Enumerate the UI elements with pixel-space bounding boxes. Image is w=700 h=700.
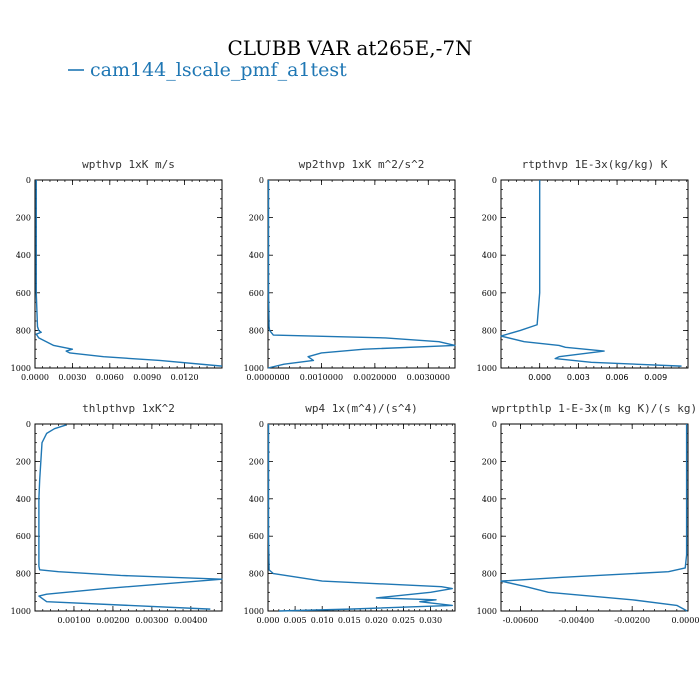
x-tick-label: 0.0060: [96, 373, 124, 382]
x-tick-label: 0.0030000: [407, 373, 450, 382]
x-tick-label: 0.0010000: [300, 373, 343, 382]
x-tick-label: 0.0030: [58, 373, 86, 382]
x-tick-label: 0.00300: [135, 616, 168, 625]
y-tick-label: 600: [16, 532, 31, 541]
y-tick-label: 1000: [244, 364, 264, 373]
y-tick-label: 200: [482, 214, 497, 223]
panel-title: rtpthvp 1E-3x(kg/kg) K: [522, 158, 668, 171]
series-line: [500, 180, 682, 367]
x-tick-label: 0.0020000: [353, 373, 396, 382]
x-tick-label: 0.025: [392, 616, 415, 625]
legend-label: cam144_lscale_pmf_a1test: [90, 59, 347, 81]
y-tick-label: 800: [482, 326, 497, 335]
y-tick-label: 600: [482, 532, 497, 541]
y-tick-label: 400: [16, 251, 31, 260]
series-line: [500, 424, 688, 612]
y-tick-label: 0: [259, 176, 264, 185]
x-tick-label: 0.00200: [96, 616, 129, 625]
x-tick-label: 0.015: [338, 616, 361, 625]
figure-title: CLUBB VAR at265E,-7N: [227, 36, 472, 60]
panel-4: thlpthvp 1xK^2 0 200 400 600 800 1000 0.00100 0.…: [11, 402, 223, 625]
panel-3: rtpthvp 1E-3x(kg/kg) K 0 200 400 600 800 1000 0…: [477, 158, 689, 382]
x-tick-label: 0.00000: [671, 616, 700, 625]
series-line: [35, 180, 223, 367]
x-tick-label: 0.020: [365, 616, 388, 625]
x-tick-label: 0.005: [284, 616, 307, 625]
panel-5: wp4 1x(m^4)/(s^4) 0 200 400 600 800 10000.000 0…: [244, 402, 456, 625]
y-tick-label: 1000: [11, 364, 31, 373]
panel-title: wp4 1x(m^4)/(s^4): [305, 402, 418, 415]
y-tick-label: 200: [249, 214, 264, 223]
y-tick-label: 1000: [477, 364, 497, 373]
y-tick-label: 200: [16, 457, 31, 466]
plot-frame: [34, 179, 223, 369]
y-tick-label: 400: [249, 251, 264, 260]
x-tick-label: 0.0120: [171, 373, 199, 382]
panel-1: wpthvp 1xK m/s 0 200 400 600 800 10000.0000 0.0…: [11, 158, 223, 382]
y-tick-label: 600: [249, 532, 264, 541]
x-tick-label: 0.0000: [21, 373, 49, 382]
x-tick-label: 0.00100: [57, 616, 90, 625]
plot-frame: [34, 423, 223, 612]
y-tick-label: 200: [482, 457, 497, 466]
y-tick-label: 200: [16, 214, 31, 223]
y-tick-label: 0: [26, 176, 31, 185]
y-tick-label: 0: [26, 420, 31, 429]
x-tick-label: 0.030: [419, 616, 442, 625]
panel-6: wprtpthlp 1-E-3x(m kg K)/(s kg) 0 200 400 60…: [477, 402, 700, 625]
plot-frame: [500, 179, 689, 369]
y-tick-label: 0: [492, 420, 497, 429]
series-line: [267, 180, 456, 369]
x-tick-label: 0.000: [257, 616, 280, 625]
plot-frame: [267, 179, 456, 369]
y-tick-label: 800: [16, 326, 31, 335]
y-tick-label: 1000: [244, 607, 264, 616]
panel-title: wprtpthlp 1-E-3x(m kg K)/(s kg): [492, 402, 697, 415]
y-tick-label: 1000: [477, 607, 497, 616]
y-tick-label: 400: [482, 251, 497, 260]
y-tick-label: 1000: [11, 607, 31, 616]
x-tick-label: -0.00400: [558, 616, 594, 625]
y-tick-label: 600: [482, 289, 497, 298]
y-tick-label: 600: [16, 289, 31, 298]
series-line: [38, 424, 223, 610]
series-line: [267, 424, 453, 612]
y-tick-label: 800: [249, 326, 264, 335]
x-tick-label: -0.00600: [503, 616, 539, 625]
y-tick-label: 600: [249, 289, 264, 298]
y-tick-label: 200: [249, 457, 264, 466]
panel-title: wpthvp 1xK m/s: [82, 158, 175, 171]
y-tick-label: 0: [492, 176, 497, 185]
x-tick-label: 0.00400: [174, 616, 207, 625]
y-tick-label: 0: [259, 420, 264, 429]
x-tick-label: 0.0090: [133, 373, 161, 382]
x-tick-label: 0.000: [528, 373, 551, 382]
panel-2: wp2thvp 1xK m^2/s^2020040060080010000.00…: [244, 158, 456, 382]
y-tick-label: 400: [482, 495, 497, 504]
y-tick-label: 400: [249, 495, 264, 504]
panel-title: wp2thvp 1xK m^2/s^2: [299, 158, 425, 171]
x-tick-label: 0.009: [644, 373, 667, 382]
x-tick-label: 0.0000000: [246, 373, 289, 382]
x-tick-label: 0.006: [606, 373, 629, 382]
y-tick-label: 400: [16, 495, 31, 504]
y-tick-label: 800: [249, 570, 264, 579]
panel-title: thlpthvp 1xK^2: [82, 402, 175, 415]
y-tick-label: 800: [482, 570, 497, 579]
x-tick-label: -0.00200: [614, 616, 650, 625]
x-tick-label: 0.010: [311, 616, 334, 625]
x-tick-label: 0.003: [567, 373, 590, 382]
plot-frame: [500, 423, 689, 612]
legend: cam144_lscale_pmf_a1test: [68, 59, 347, 81]
y-tick-label: 800: [16, 570, 31, 579]
